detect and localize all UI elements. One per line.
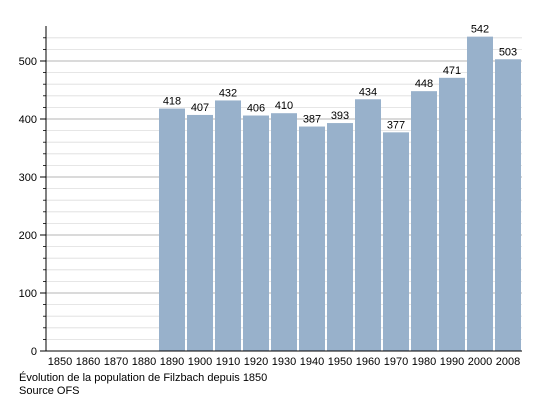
y-tick-label: 200	[19, 230, 37, 242]
x-tick-label-1940: 1940	[300, 356, 324, 368]
data-labels: 418 407 432 406 410 387 393 434 377 448 471 542 503	[163, 24, 517, 132]
x-tick-label-1930: 1930	[272, 356, 296, 368]
x-tick-label-1880: 1880	[132, 356, 156, 368]
x-tick-label-1970: 1970	[384, 356, 408, 368]
value-label-1890: 418	[163, 96, 181, 108]
x-tick-label-1950: 1950	[328, 356, 352, 368]
x-tick-label-1860: 1860	[76, 356, 100, 368]
bar-1900	[187, 114, 213, 351]
value-label-1930: 410	[275, 100, 293, 112]
y-tick-label: 400	[19, 114, 37, 126]
value-label-1900: 407	[191, 102, 209, 114]
x-tick-label-1960: 1960	[356, 356, 380, 368]
x-tick-label-1980: 1980	[412, 356, 436, 368]
y-tick-label: 300	[19, 172, 37, 184]
bar-1950	[327, 123, 353, 351]
bar-1990	[439, 77, 465, 351]
value-label-1940: 387	[303, 114, 321, 126]
value-label-1970: 377	[387, 119, 405, 131]
axes: 0 100 200 300 400 500 1850 1860 1870 1880 1890 1900…	[19, 26, 522, 368]
bar-1980	[411, 91, 437, 351]
value-label-1920: 406	[247, 103, 265, 115]
y-tick-label: 100	[19, 288, 37, 300]
x-tick-label-1890: 1890	[160, 356, 184, 368]
x-tick-label-1990: 1990	[440, 356, 464, 368]
bar-1970	[383, 132, 409, 351]
y-tick-label: 0	[31, 346, 37, 358]
value-label-1980: 448	[415, 78, 433, 90]
value-label-1990: 471	[443, 65, 461, 77]
bar-2008	[495, 59, 521, 351]
y-tick-label: 500	[19, 56, 37, 68]
x-tick-label-1850: 1850	[48, 356, 72, 368]
value-label-2000: 542	[471, 24, 489, 36]
x-tick-label-1910: 1910	[216, 356, 240, 368]
x-tick-label-1900: 1900	[188, 356, 212, 368]
bar-1920	[243, 115, 269, 352]
x-tick-label-1920: 1920	[244, 356, 268, 368]
x-tick-label-2008: 2008	[496, 356, 520, 368]
bar-1890	[159, 108, 185, 351]
value-label-1960: 434	[359, 86, 377, 98]
bar-1940	[299, 126, 325, 351]
value-label-1910: 432	[219, 87, 237, 99]
chart-caption: Évolution de la population de Filzbach d…	[19, 372, 268, 384]
value-label-2008: 503	[499, 46, 517, 58]
bars	[159, 36, 521, 352]
bar-1910	[215, 100, 241, 351]
bar-1960	[355, 99, 381, 351]
bar-1930	[271, 113, 297, 351]
chart-source: Source OFS	[19, 385, 80, 397]
x-tick-label-2000: 2000	[468, 356, 492, 368]
value-label-1950: 393	[331, 110, 349, 122]
bar-2000	[467, 36, 493, 351]
x-tick-label-1870: 1870	[104, 356, 128, 368]
